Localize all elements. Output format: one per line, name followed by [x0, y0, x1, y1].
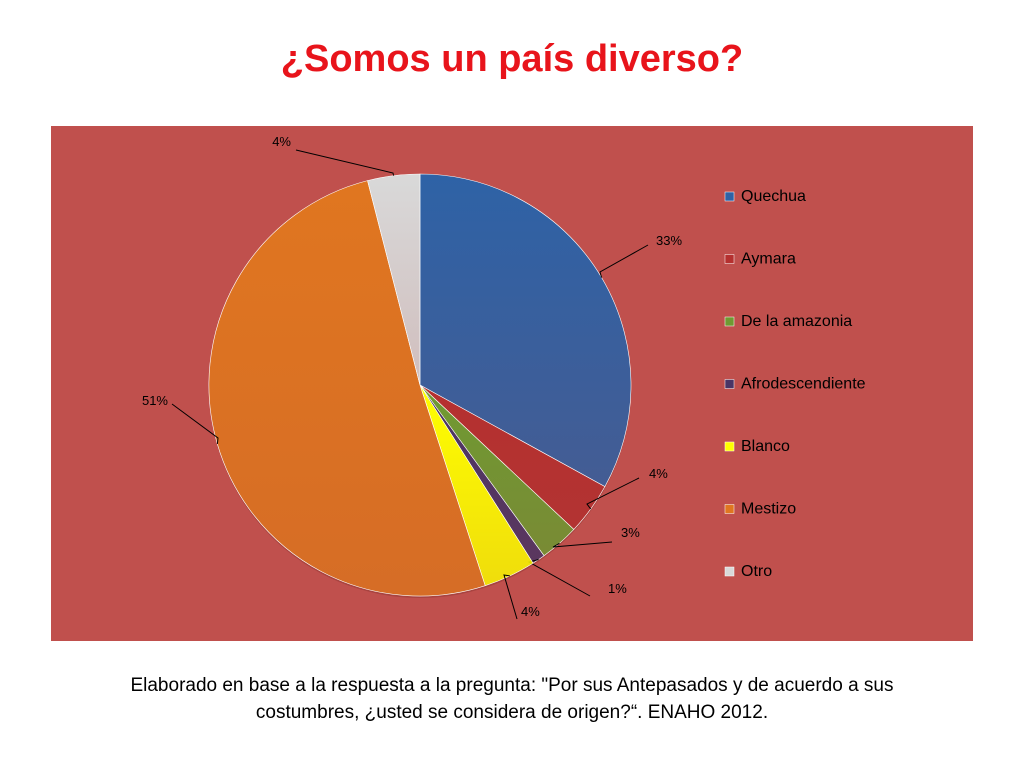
leader-line-otro	[295, 149, 395, 176]
legend-swatch-de-la-amazonia	[724, 316, 735, 327]
legend-swatch-afrodescendiente	[724, 379, 735, 389]
legend-swatch-quechua	[724, 191, 735, 202]
pie-slice-otro	[367, 173, 421, 386]
legend-label-quechua: Quechua	[741, 188, 806, 205]
legend-label-mestizo: Mestizo	[741, 501, 796, 518]
data-label-afrodescendiente: 1%	[608, 581, 627, 596]
source-caption: Elaborado en base a la respuesta a la pr…	[130, 675, 894, 723]
legend-label-blanco: Blanco	[741, 438, 790, 455]
legend-label-aymara: Aymara	[741, 251, 796, 268]
pie-chart-svg: 33% 4% 3% 1% 4% 51% 4% Quechua Aymara De la amazo…	[142, 134, 866, 620]
legend-swatch-mestizo	[724, 504, 735, 514]
data-label-aymara: 4%	[649, 466, 668, 481]
leader-line-quechua	[599, 244, 649, 278]
pie-chart: 33% 4% 3% 1% 4% 51% 4% Quechua Aymara De la amazo…	[51, 126, 973, 641]
legend-label-de-la-amazonia: De la amazonia	[741, 313, 852, 330]
leader-line-afrodescendiente	[527, 559, 591, 597]
leader-line-de-la-amazonia	[552, 541, 613, 548]
slide-title: ¿Somos un país diverso?	[280, 38, 744, 80]
legend-swatch-blanco	[724, 441, 735, 452]
data-label-blanco: 4%	[521, 604, 540, 619]
leader-line-blanco	[503, 574, 518, 620]
legend-label-afrodescendiente: Afrodescendiente	[741, 376, 866, 393]
legend-label-otro: Otro	[741, 563, 772, 580]
legend-swatch-otro	[724, 566, 735, 577]
leader-line-mestizo	[171, 403, 219, 444]
pie-slice-quechua	[419, 173, 632, 488]
leader-line-aymara	[586, 477, 640, 510]
data-label-quechua: 33%	[656, 233, 682, 248]
data-label-de-la-amazonia: 3%	[621, 525, 640, 540]
data-label-mestizo: 51%	[142, 393, 168, 408]
legend-swatch-aymara	[724, 254, 735, 264]
data-label-otro: 4%	[272, 134, 291, 149]
